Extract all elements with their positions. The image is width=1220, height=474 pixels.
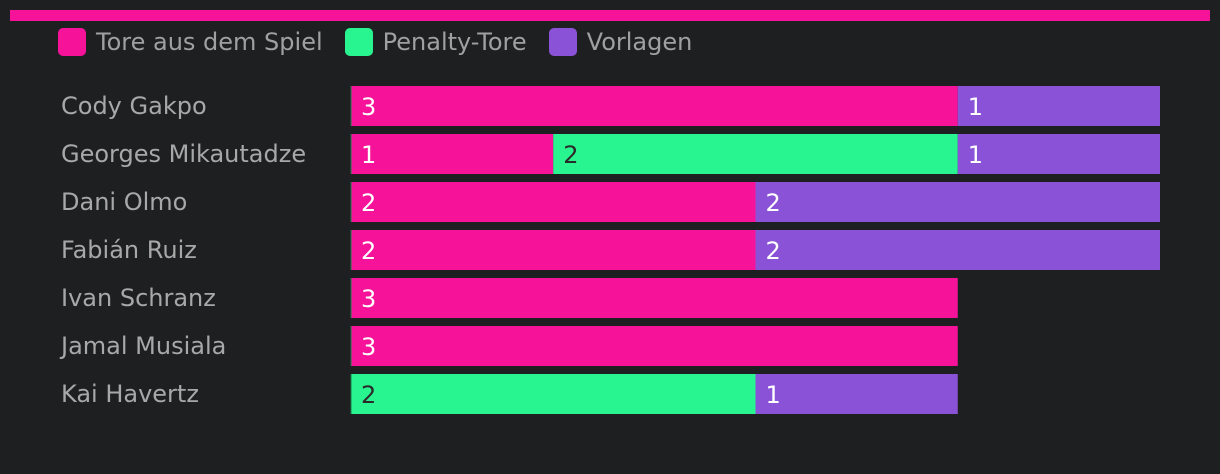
bar-segment bbox=[553, 134, 958, 174]
legend-item[interactable]: Penalty-Tore bbox=[344, 28, 527, 56]
data-label: 2 bbox=[766, 189, 781, 217]
legend-label: Vorlagen bbox=[586, 28, 693, 56]
legend: Tore aus dem Spiel Penalty-Tore Vorlagen bbox=[58, 28, 692, 56]
legend-swatch bbox=[58, 28, 86, 56]
bar-segment bbox=[351, 182, 756, 222]
axis-tick bbox=[350, 278, 352, 318]
data-label: 1 bbox=[361, 141, 376, 169]
legend-swatch bbox=[548, 28, 577, 56]
legend-label: Penalty-Tore bbox=[382, 28, 527, 56]
bar-segment bbox=[351, 326, 958, 366]
axis-tick bbox=[350, 374, 352, 414]
category-label: Dani Olmo bbox=[61, 188, 187, 216]
bar-segment bbox=[351, 230, 756, 270]
bar-segment bbox=[351, 134, 554, 174]
category-label: Georges Mikautadze bbox=[61, 140, 306, 168]
data-label: 3 bbox=[361, 285, 376, 313]
data-label: 1 bbox=[968, 93, 983, 121]
bar-segment bbox=[351, 374, 756, 414]
bar-segment bbox=[351, 86, 958, 126]
legend-item[interactable]: Tore aus dem Spiel bbox=[58, 28, 323, 56]
bar-segment bbox=[755, 374, 958, 414]
data-label: 3 bbox=[361, 93, 376, 121]
category-label: Ivan Schranz bbox=[61, 284, 216, 312]
axis-tick bbox=[350, 230, 352, 270]
data-label: 2 bbox=[361, 381, 376, 409]
axis-tick bbox=[350, 86, 352, 126]
category-label: Fabián Ruiz bbox=[61, 236, 197, 264]
data-label: 1 bbox=[968, 141, 983, 169]
category-label: Kai Havertz bbox=[61, 380, 199, 408]
axis-tick bbox=[350, 326, 352, 366]
axis-tick bbox=[350, 134, 352, 174]
bar-segment bbox=[957, 86, 1160, 126]
bar-segment bbox=[755, 182, 1160, 222]
category-label: Cody Gakpo bbox=[61, 92, 207, 120]
data-label: 2 bbox=[361, 189, 376, 217]
data-label: 2 bbox=[563, 141, 578, 169]
legend-swatch bbox=[344, 28, 373, 56]
legend-label: Tore aus dem Spiel bbox=[96, 28, 323, 56]
category-label: Jamal Musiala bbox=[59, 332, 226, 360]
data-label: 1 bbox=[766, 381, 781, 409]
bar-segment bbox=[755, 230, 1160, 270]
axis-tick bbox=[350, 182, 352, 222]
data-label: 2 bbox=[766, 237, 781, 265]
data-label: 3 bbox=[361, 333, 376, 361]
bar-segment bbox=[351, 278, 958, 318]
legend-item[interactable]: Vorlagen bbox=[548, 28, 693, 56]
accent-bar bbox=[10, 10, 1210, 21]
data-label: 2 bbox=[361, 237, 376, 265]
bar-segment bbox=[957, 134, 1160, 174]
